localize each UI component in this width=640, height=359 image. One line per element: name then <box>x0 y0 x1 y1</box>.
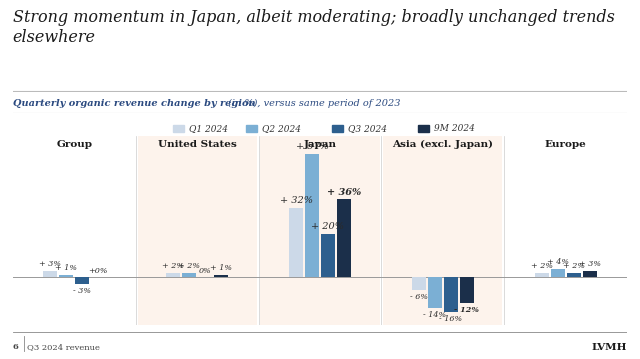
Text: Strong momentum in Japan, albeit moderating; broadly unchanged trends
elsewhere: Strong momentum in Japan, albeit moderat… <box>13 9 614 46</box>
Bar <box>173 125 184 132</box>
Text: + 20%: + 20% <box>312 222 344 231</box>
Bar <box>412 277 426 290</box>
Bar <box>260 136 380 325</box>
Text: + 4%: + 4% <box>547 258 569 266</box>
Text: + 1%: + 1% <box>210 265 232 272</box>
Bar <box>289 208 303 277</box>
Text: Q3 2024: Q3 2024 <box>348 124 387 133</box>
Text: - 16%: - 16% <box>439 315 463 323</box>
Bar <box>138 136 257 325</box>
Text: 9M 2024: 9M 2024 <box>435 124 475 133</box>
Text: Q2 2024: Q2 2024 <box>262 124 301 133</box>
Bar <box>182 273 196 277</box>
Text: 0%: 0% <box>199 267 211 275</box>
Text: + 2%: + 2% <box>178 262 200 270</box>
Text: + 2%: + 2% <box>531 262 553 270</box>
Text: - 6%: - 6% <box>410 294 428 302</box>
Text: Quarterly organic revenue change by region: Quarterly organic revenue change by regi… <box>13 99 255 108</box>
Text: + 36%: + 36% <box>327 188 361 197</box>
Text: + 3%: + 3% <box>579 260 601 268</box>
Bar <box>419 125 429 132</box>
Bar <box>166 273 180 277</box>
Bar <box>428 277 442 308</box>
Text: +0%: +0% <box>88 267 108 275</box>
Text: + 57%: + 57% <box>296 142 328 151</box>
Text: (in %), versus same period of 2023: (in %), versus same period of 2023 <box>225 99 400 108</box>
Text: - 14%: - 14% <box>423 311 447 319</box>
Text: + 32%: + 32% <box>280 196 312 205</box>
Bar <box>60 275 74 277</box>
Text: 6: 6 <box>13 343 19 351</box>
Bar <box>321 234 335 277</box>
Text: Q3 2024 revenue: Q3 2024 revenue <box>27 343 100 351</box>
Bar <box>332 125 343 132</box>
Bar <box>383 136 502 325</box>
Text: United States: United States <box>157 140 237 149</box>
Text: - 3%: - 3% <box>73 287 92 295</box>
Bar <box>246 125 257 132</box>
Text: Q1 2024: Q1 2024 <box>189 124 227 133</box>
Bar <box>535 273 549 277</box>
Bar <box>44 271 58 277</box>
Bar <box>305 154 319 277</box>
Text: Group: Group <box>56 140 92 149</box>
Bar <box>460 277 474 303</box>
Bar <box>337 199 351 277</box>
Bar <box>582 271 596 277</box>
Bar <box>214 275 228 277</box>
Text: Asia (excl. Japan): Asia (excl. Japan) <box>392 140 493 149</box>
Text: Japan: Japan <box>303 140 337 149</box>
Text: + 2%: + 2% <box>162 262 184 270</box>
Bar <box>566 273 580 277</box>
Text: Europe: Europe <box>545 140 587 149</box>
Text: - 12%: - 12% <box>454 307 479 314</box>
Bar <box>444 277 458 312</box>
Bar <box>75 277 89 284</box>
Text: + 1%: + 1% <box>55 265 77 272</box>
Text: + 3%: + 3% <box>39 260 61 268</box>
Text: + 2%: + 2% <box>563 262 585 270</box>
Text: LVMH: LVMH <box>592 342 627 352</box>
Bar <box>551 269 565 277</box>
